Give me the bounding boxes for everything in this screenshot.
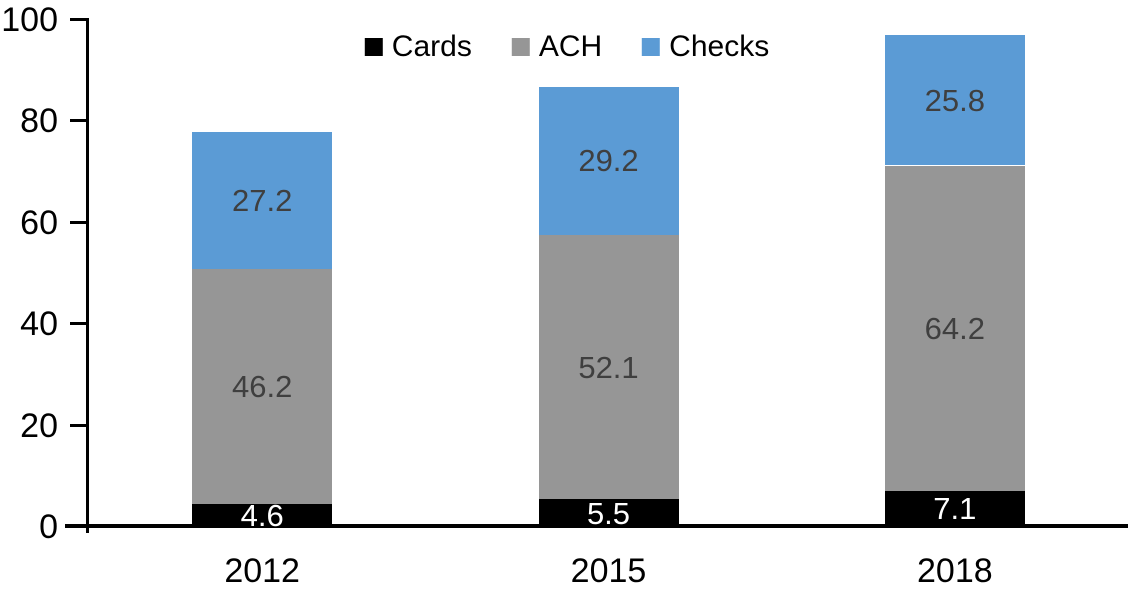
bar-segment-checks-2015: 29.2: [538, 86, 679, 235]
bar-segment-ach-2012: 46.2: [192, 269, 333, 504]
y-tick-label: 80: [20, 102, 58, 141]
bar-value-label: 64.2: [924, 310, 985, 346]
y-tick-label: 60: [20, 203, 58, 242]
y-tick-label: 20: [20, 406, 58, 445]
bar-segment-checks-2018: 25.8: [884, 34, 1025, 166]
ach-swatch-icon: [511, 38, 530, 56]
y-tick-label: 40: [20, 305, 58, 344]
y-tick-mark: [70, 322, 86, 326]
bar-segment-cards-2015: 5.5: [538, 495, 679, 531]
bar-segment-cards-2012: 4.6: [192, 500, 333, 531]
checks-swatch-icon: [642, 38, 661, 56]
legend-label-ach: ACH: [538, 30, 603, 63]
y-tick-mark: [70, 18, 86, 21]
y-tick-mark: [70, 423, 86, 427]
x-tick-label-2012: 2012: [224, 552, 300, 590]
bar-segment-cards-2018: 7.1: [884, 491, 1025, 527]
y-tick-mark: [70, 119, 86, 123]
y-axis-line: [86, 18, 89, 533]
legend-item-ach: ACH: [511, 30, 603, 63]
bar-segment-ach-2018: 64.2: [884, 165, 1025, 491]
legend-item-cards: Cards: [364, 30, 472, 63]
x-tick-label-2015: 2015: [570, 552, 647, 590]
bar-value-label: 29.2: [578, 143, 639, 179]
legend-label-checks: Checks: [669, 30, 770, 63]
bar-value-label: 4.6: [240, 497, 284, 533]
bar-value-label: 25.8: [924, 82, 985, 118]
bar-value-label: 5.5: [586, 495, 631, 531]
bar-value-label: 27.2: [231, 182, 293, 218]
chart-legend: Cards ACH Checks: [364, 30, 769, 63]
bar-segment-ach-2015: 52.1: [538, 234, 679, 500]
y-tick-label: 100: [1, 1, 58, 39]
bar-value-label: 52.1: [578, 349, 639, 385]
x-tick-label-2018: 2018: [917, 552, 993, 590]
legend-label-cards: Cards: [391, 30, 472, 63]
y-tick-label: 0: [39, 508, 58, 546]
legend-item-checks: Checks: [642, 32, 769, 62]
bar-value-label: 46.2: [231, 369, 293, 405]
y-tick-mark: [70, 220, 86, 224]
y-tick-mark: [70, 525, 86, 528]
bar-segment-checks-2012: 27.2: [192, 131, 333, 270]
cards-swatch-icon: [364, 38, 383, 56]
bar-value-label: 7.1: [933, 491, 977, 527]
